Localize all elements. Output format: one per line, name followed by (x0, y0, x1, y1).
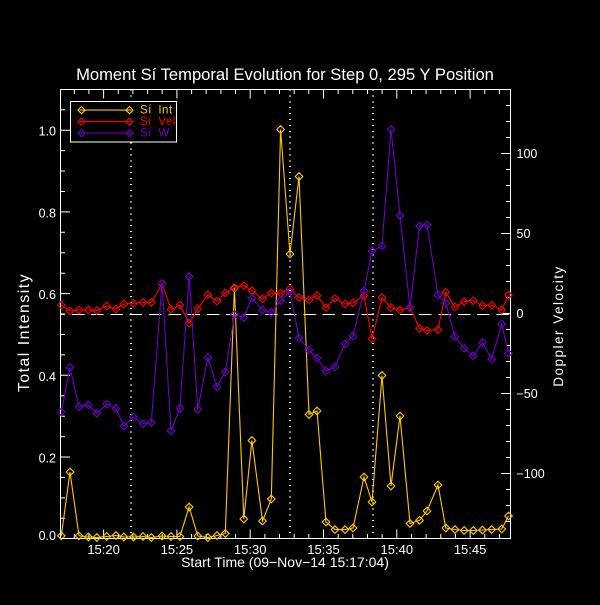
svg-text:0.8: 0.8 (39, 206, 56, 220)
svg-text:Total Intensity: Total Intensity (16, 273, 33, 392)
svg-text:Sí W: Sí W (140, 128, 170, 140)
svg-text:15:40: 15:40 (381, 542, 414, 557)
svg-text:0.0: 0.0 (39, 529, 56, 543)
svg-text:Sí Int: Sí Int (140, 105, 173, 117)
svg-text:1.0: 1.0 (39, 125, 56, 139)
svg-text:15:25: 15:25 (161, 542, 194, 557)
svg-text:Sí Vel: Sí Vel (140, 116, 176, 128)
svg-text:15:45: 15:45 (454, 542, 487, 557)
svg-text:0.6: 0.6 (39, 288, 56, 302)
svg-text:−50: −50 (517, 387, 538, 401)
svg-text:15:30: 15:30 (234, 542, 267, 557)
svg-text:−100: −100 (517, 467, 545, 481)
svg-text:0: 0 (517, 307, 524, 321)
svg-text:0.4: 0.4 (39, 370, 56, 384)
svg-text:Moment Sí Temporal Evolution f: Moment Sí Temporal Evolution for Step 0,… (76, 65, 494, 84)
svg-text:0.2: 0.2 (39, 452, 56, 466)
svg-text:100: 100 (517, 147, 538, 161)
svg-text:50: 50 (517, 227, 531, 241)
svg-text:Start Time (09−Nov−14 15:17:04: Start Time (09−Nov−14 15:17:04) (181, 554, 389, 570)
svg-text:Doppler Velocity: Doppler Velocity (551, 265, 566, 387)
svg-text:15:20: 15:20 (87, 542, 120, 557)
svg-text:15:35: 15:35 (307, 542, 340, 557)
